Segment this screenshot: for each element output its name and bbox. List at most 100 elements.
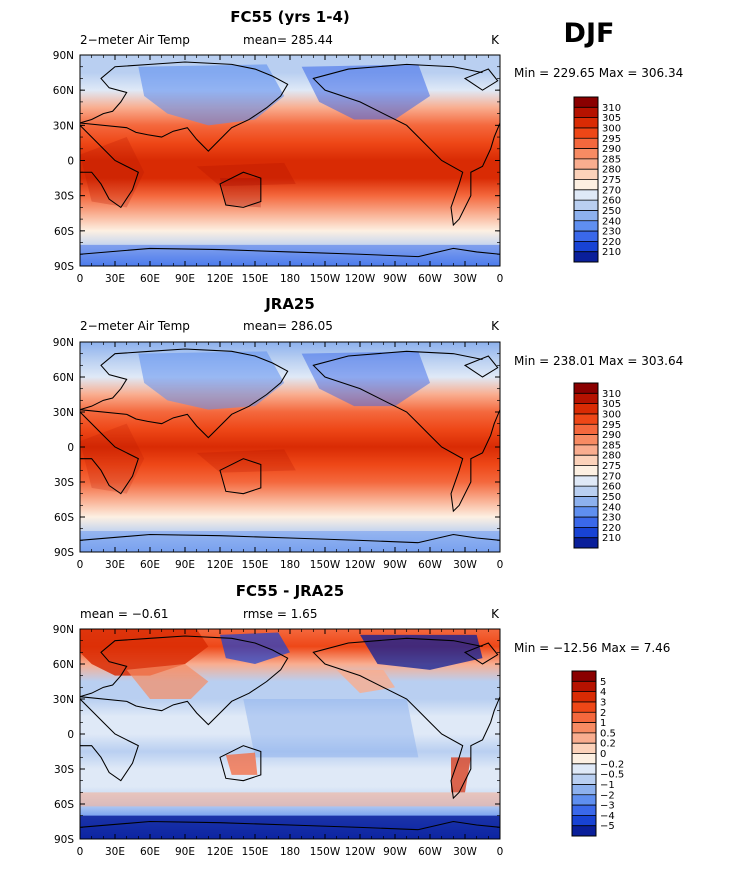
colorbar-label: 305 [602, 399, 621, 410]
colorbar-swatch [574, 393, 598, 404]
colorbar-swatch [574, 475, 598, 487]
panel-1-colorbar: 3103053002952902852802752702602502402302… [573, 96, 621, 263]
panel-1-overlay [80, 61, 500, 266]
lon-tick-label: 120E [207, 273, 234, 285]
lon-tick-label: 0 [77, 559, 84, 571]
panel-3-coastlines [80, 635, 500, 831]
panel-1-units-label: K [491, 33, 500, 47]
colorbar-label: 310 [602, 103, 621, 114]
colorbar-swatch [572, 701, 596, 713]
lat-tick-label: 60N [53, 85, 74, 97]
colorbar-label: 305 [602, 113, 621, 124]
panel-1-australia-warm [220, 178, 261, 208]
panel-1-coastlines [80, 61, 500, 258]
colorbar-label: 5 [600, 677, 606, 688]
colorbar-label: 0.5 [600, 728, 616, 739]
panel-3-overlay [80, 629, 500, 839]
colorbar-swatch [574, 424, 598, 435]
colorbar-label: 4 [600, 687, 606, 698]
colorbar-swatch [572, 825, 596, 837]
colorbar-swatch [574, 107, 598, 118]
colorbar-swatch [574, 179, 598, 191]
colorbar-label: 260 [602, 482, 621, 493]
colorbar-label: 285 [602, 440, 621, 451]
colorbar-label: −1 [600, 780, 615, 791]
colorbar-label: 280 [602, 165, 621, 176]
colorbar-swatch [574, 200, 598, 211]
panel-2-title: JRA25 [264, 295, 315, 313]
colorbar-label: 220 [602, 237, 621, 248]
colorbar-swatch [574, 506, 598, 518]
lon-tick-label: 60E [140, 559, 160, 571]
lon-tick-label: 30E [105, 846, 125, 858]
panel-3-canada-cold [360, 634, 483, 670]
panel-1-warm-pool [196, 162, 296, 187]
lon-tick-label: 120E [207, 559, 234, 571]
lat-tick-label: 30N [53, 120, 74, 132]
colorbar-swatch [574, 444, 598, 456]
lat-tick-label: 30N [53, 694, 74, 706]
lat-tick-label: 0 [67, 729, 74, 741]
panel-1-title: FC55 (yrs 1-4) [230, 8, 350, 26]
panel-1-asia-cold [138, 64, 285, 126]
colorbar-label: 0.2 [600, 739, 616, 750]
colorbar-swatch [574, 241, 598, 252]
colorbar-swatch [572, 681, 596, 692]
panel-2-africa-warm [80, 423, 145, 494]
colorbar-swatch [572, 671, 596, 682]
lon-tick-label: 120W [345, 273, 376, 285]
lat-tick-label: 90S [54, 547, 74, 559]
colorbar-label: −3 [600, 801, 615, 812]
lat-tick-label: 60S [54, 512, 74, 524]
colorbar-label: 275 [602, 175, 621, 186]
colorbar-label: 230 [602, 513, 621, 524]
colorbar-label: −0.5 [600, 770, 624, 781]
colorbar-swatch [574, 517, 598, 528]
lon-tick-label: 0 [497, 559, 504, 571]
colorbar-label: −0.2 [600, 759, 624, 770]
lon-tick-label: 30W [453, 846, 477, 858]
panel-2-mean-label: mean= 286.05 [243, 319, 333, 333]
colorbar-swatch [572, 763, 596, 775]
colorbar-swatch [574, 251, 598, 263]
lon-tick-label: 180 [280, 273, 300, 285]
lon-tick-label: 60W [418, 273, 442, 285]
lon-tick-label: 60E [140, 273, 160, 285]
colorbar-label: 310 [602, 389, 621, 400]
panel-2-asia-cold [138, 351, 285, 410]
lat-tick-label: 60S [54, 226, 74, 238]
lat-tick-label: 30S [54, 477, 74, 489]
panel-3-eurasia-warm [80, 629, 209, 676]
panel-3-namerica-warm [336, 669, 396, 694]
panel-3-southern-warm [80, 792, 500, 807]
colorbar-swatch [574, 189, 598, 201]
colorbar-label: 295 [602, 420, 621, 431]
panel-1-africa-warm [80, 137, 145, 208]
colorbar-swatch [572, 732, 596, 744]
lon-tick-label: 60W [418, 846, 442, 858]
colorbar-swatch [574, 383, 598, 394]
lon-tick-label: 0 [497, 273, 504, 285]
panel-2-warm-pool [196, 449, 296, 473]
lon-tick-label: 180 [280, 846, 300, 858]
panel-1: FC55 (yrs 1-4) 2−meter Air Temp mean= 28… [53, 8, 683, 285]
colorbar-swatch [572, 784, 596, 796]
colorbar-label: 210 [602, 533, 621, 544]
lat-tick-label: 30S [54, 764, 74, 776]
panel-3-rmse-label: rmse = 1.65 [243, 607, 317, 621]
lat-tick-label: 0 [67, 442, 74, 454]
panel-2: JRA25 2−meter Air Temp mean= 286.05 K [53, 295, 683, 571]
colorbar-label: 240 [602, 502, 621, 513]
panel-1-antarctica [80, 244, 500, 266]
lon-tick-label: 150E [242, 273, 269, 285]
panel-2-namerica-cold [301, 351, 431, 407]
panel-3-asia-warm [126, 664, 209, 700]
colorbar-swatch [572, 774, 596, 785]
colorbar-swatch [574, 434, 598, 446]
colorbar-swatch [572, 815, 596, 826]
lat-tick-label: 90S [54, 834, 74, 846]
panel-1-mean-label: mean= 285.44 [243, 33, 333, 47]
